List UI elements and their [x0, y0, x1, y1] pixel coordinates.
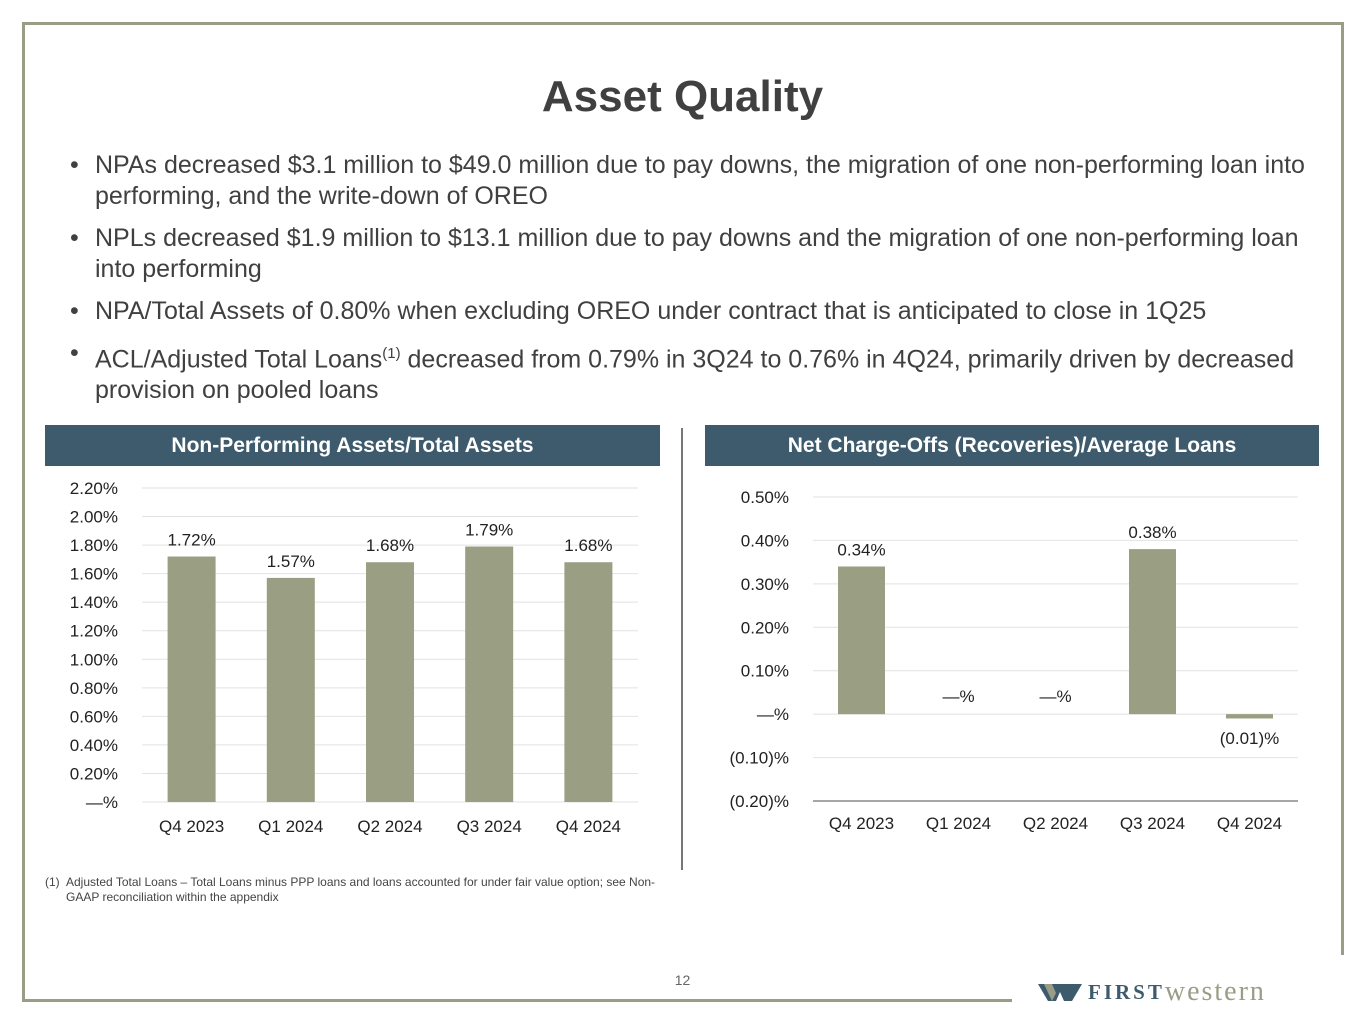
- x-tick-label: Q4 2023: [829, 814, 894, 833]
- footnote: (1) Adjusted Total Loans – Total Loans mi…: [45, 875, 656, 904]
- data-label: 1.57%: [267, 552, 315, 571]
- bullet-item: NPAs decreased $3.1 million to $49.0 mil…: [70, 150, 1310, 212]
- y-tick-label: 0.20%: [741, 618, 789, 637]
- y-tick-label: 0.10%: [741, 662, 789, 681]
- chart2-header: Net Charge-Offs (Recoveries)/Average Loa…: [705, 425, 1319, 466]
- y-tick-label: 2.20%: [70, 479, 118, 498]
- bar: [838, 566, 885, 715]
- bar: [1129, 549, 1176, 715]
- x-tick-label: Q1 2024: [258, 817, 323, 836]
- y-tick-label: 0.30%: [741, 575, 789, 594]
- logo-w-icon: [1038, 984, 1082, 1001]
- bar: [1226, 714, 1273, 719]
- border-right: [1341, 22, 1344, 955]
- y-tick-label: —%: [86, 793, 118, 812]
- chart1-header: Non-Performing Assets/Total Assets: [45, 425, 660, 466]
- bullet-item: NPA/Total Assets of 0.80% when excluding…: [70, 296, 1310, 327]
- data-label: 1.68%: [564, 536, 612, 555]
- x-tick-label: Q1 2024: [926, 814, 991, 833]
- x-tick-label: Q4 2024: [1217, 814, 1282, 833]
- data-label: 1.79%: [465, 521, 513, 540]
- border-left: [22, 22, 25, 1002]
- bullet-item: ACL/Adjusted Total Loans(1) decreased fr…: [70, 338, 1310, 406]
- y-tick-label: —%: [757, 705, 789, 724]
- page-number: 12: [674, 972, 691, 988]
- divider: [681, 428, 683, 870]
- y-tick-label: 1.80%: [70, 536, 118, 555]
- x-tick-label: Q4 2023: [159, 817, 224, 836]
- y-tick-label: (0.20)%: [729, 792, 789, 811]
- x-tick-label: Q3 2024: [457, 817, 522, 836]
- bar: [366, 562, 414, 802]
- border-bottom: [22, 999, 1012, 1002]
- y-tick-label: 1.60%: [70, 565, 118, 584]
- x-tick-label: Q3 2024: [1120, 814, 1185, 833]
- y-tick-label: 0.40%: [70, 736, 118, 755]
- y-tick-label: 1.40%: [70, 593, 118, 612]
- bullet-item: NPLs decreased $1.9 million to $13.1 mil…: [70, 223, 1310, 285]
- y-tick-label: 1.20%: [70, 622, 118, 641]
- bullet-list: NPAs decreased $3.1 million to $49.0 mil…: [70, 150, 1310, 417]
- y-tick-label: 0.20%: [70, 764, 118, 783]
- data-label: —%: [942, 687, 974, 706]
- y-tick-label: (0.10)%: [729, 749, 789, 768]
- data-label: 0.34%: [837, 540, 885, 559]
- y-tick-label: 1.00%: [70, 650, 118, 669]
- data-label: 1.72%: [167, 531, 215, 550]
- data-label: 0.38%: [1128, 523, 1176, 542]
- bar: [564, 562, 613, 802]
- bar: [465, 546, 514, 802]
- x-tick-label: Q4 2024: [556, 817, 621, 836]
- y-tick-label: 2.00%: [70, 508, 118, 527]
- y-tick-label: 0.40%: [741, 531, 789, 550]
- border-top: [22, 22, 1344, 25]
- x-tick-label: Q2 2024: [1023, 814, 1088, 833]
- data-label: (0.01)%: [1220, 729, 1280, 748]
- y-tick-label: 0.60%: [70, 707, 118, 726]
- company-logo: FIRST western: [1038, 976, 1266, 1008]
- x-tick-label: Q2 2024: [357, 817, 422, 836]
- data-label: —%: [1039, 687, 1071, 706]
- data-label: 1.68%: [366, 536, 414, 555]
- page-title: Asset Quality: [541, 72, 824, 121]
- y-tick-label: 0.50%: [741, 488, 789, 507]
- bar: [266, 577, 315, 802]
- bar: [167, 556, 216, 802]
- y-tick-label: 0.80%: [70, 679, 118, 698]
